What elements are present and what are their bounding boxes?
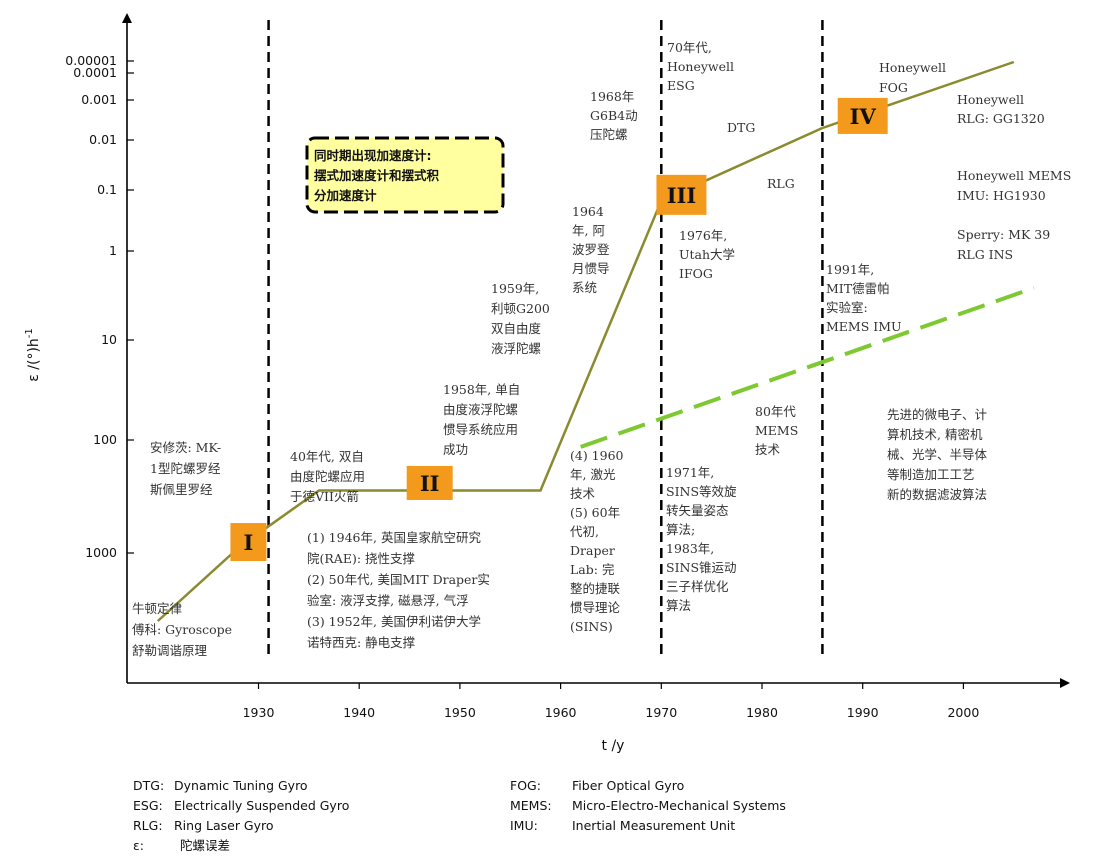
era-label: III — [667, 183, 696, 208]
x-tick-label: 1980 — [746, 705, 778, 720]
annotation-1976: 1976年, Utah大学 IFOG — [679, 228, 735, 281]
accelerometer-note-line: 同时期出现加速度计: — [314, 148, 432, 163]
accelerometer-note-line: 分加速度计 — [314, 188, 377, 203]
annotation-1958: 1958年, 单自由度液浮陀螺惯导系统应用成功 — [443, 382, 520, 457]
era-label: IV — [850, 104, 877, 129]
accelerometer-note-line: 摆式加速度计和摆式积 — [314, 168, 440, 183]
annotation-dtg: DTG — [727, 120, 755, 135]
x-tick-label: 1950 — [444, 705, 476, 720]
y-tick-label: 100 — [93, 432, 117, 447]
y-tick-label: 0.01 — [89, 132, 117, 147]
glossary-abbr: IMU: — [510, 818, 538, 833]
annotation-anschutz: 安修茨: MK-1型陀螺罗经斯佩里罗经 — [150, 440, 221, 497]
glossary-definition: Ring Laser Gyro — [174, 818, 274, 833]
annotation-sperry: Sperry: MK 39 RLG INS — [957, 227, 1050, 262]
glossary-definition: Inertial Measurement Unit — [572, 818, 735, 833]
annotation-advanced: 先进的微电子、计算机技术, 精密机械、光学、半导体等制造加工工艺新的数据滤波算法 — [887, 407, 988, 502]
x-tick-label: 1930 — [243, 705, 275, 720]
annotation-hw-rlg: Honeywell RLG: GG1320 — [957, 92, 1045, 126]
glossary-abbr: ε: — [133, 838, 144, 853]
glossary-abbr: RLG: — [133, 818, 163, 833]
y-tick-label: 0.0001 — [73, 65, 117, 80]
y-tick-label: 10 — [101, 332, 117, 347]
glossary-abbr: MEMS: — [510, 798, 552, 813]
era-box-iv — [837, 97, 888, 134]
glossary-abbr: DTG: — [133, 778, 164, 793]
annotation-1940s: 40年代, 双自由度陀螺应用于德VII火箭 — [290, 449, 365, 504]
annotation-hw-mems: Honeywell MEMS IMU: HG1930 — [957, 168, 1071, 203]
glossary-abbr: FOG: — [510, 778, 541, 793]
annotation-newton: 牛顿定律傅科: Gyroscope 舒勒调谐原理 — [132, 601, 232, 658]
annotation-hw-fog: Honeywell FOG — [879, 60, 946, 95]
accelerometer-note-box — [305, 136, 505, 214]
annotation-1991: 1991年, MIT德雷帕实验室: MEMS IMU — [826, 262, 902, 334]
annotation-laser: (4) 1960 年, 激光技术(5) 60年代初, Draper Lab: 完整的捷… — [570, 448, 624, 634]
glossary-definition: 陀螺误差 — [180, 838, 230, 853]
y-tick-label: 0.1 — [97, 182, 117, 197]
x-tick-label: 1970 — [645, 705, 677, 720]
y-tick-label: 1000 — [85, 545, 117, 560]
glossary-definition: Fiber Optical Gyro — [572, 778, 684, 793]
glossary-definition: Dynamic Tuning Gyro — [174, 778, 308, 793]
era-box-i — [230, 523, 267, 562]
y-axis-label: ε /(°)h-1 — [24, 328, 42, 382]
era-label: II — [420, 471, 440, 496]
glossary-abbr: ESG: — [133, 798, 163, 813]
annotation-1968: 1968年 G6B4动压陀螺 — [590, 89, 638, 142]
annotation-supports: (1) 1946年, 英国皇家航空研究院(RAE): 挠性支撑(2) 50年代,… — [307, 530, 490, 650]
x-tick-label: 1960 — [545, 705, 577, 720]
annotation-80s: 80年代 MEMS 技术 — [755, 404, 798, 457]
annotation-1964: 1964 年, 阿波罗登月惯导系统 — [572, 204, 610, 295]
glossary-definition: Electrically Suspended Gyro — [174, 798, 349, 813]
glossary-definition: Micro-Electro-Mechanical Systems — [572, 798, 786, 813]
x-axis-label: t /y — [602, 738, 625, 754]
y-tick-label: 1 — [109, 243, 117, 258]
x-tick-label: 1990 — [847, 705, 879, 720]
annotation-1971: 1971年, SINS等效旋转矢量姿态算法; 1983年, SINS锥运动三子样优化算… — [666, 465, 737, 613]
y-tick-label: 0.001 — [81, 92, 117, 107]
era-label: I — [244, 530, 254, 555]
mems-trend-line — [580, 286, 1035, 449]
era-box-iii — [656, 174, 707, 215]
annotation-1959: 1959年,利顿G200 双自由度液浮陀螺 — [491, 281, 550, 356]
annotation-rlg: RLG — [767, 176, 795, 191]
era-box-ii — [406, 465, 453, 500]
x-tick-label: 1940 — [343, 705, 375, 720]
x-tick-label: 2000 — [947, 705, 979, 720]
y-tick-label: 0.00001 — [65, 53, 117, 68]
annotation-1970s: 70年代, Honeywell ESG — [667, 40, 734, 93]
